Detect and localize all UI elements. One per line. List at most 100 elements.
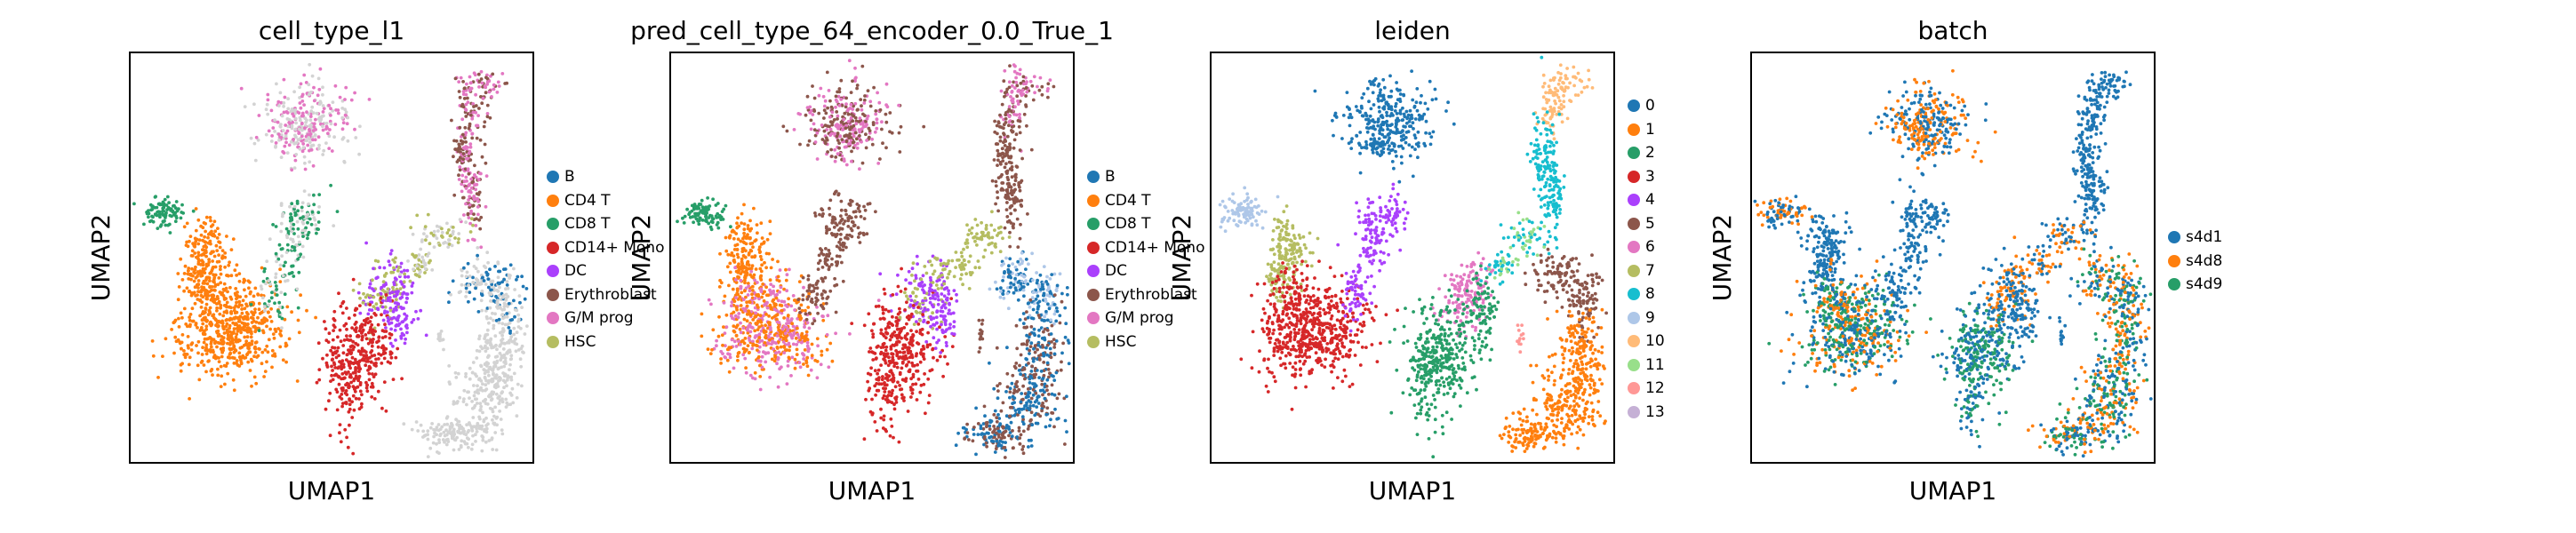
point-cd8-t bbox=[317, 193, 322, 197]
point-cd4-t bbox=[219, 303, 223, 307]
point-unlabeled bbox=[430, 268, 435, 272]
point-unlabeled bbox=[295, 140, 299, 145]
point-erythroblast bbox=[837, 146, 841, 150]
point-cd14-mono bbox=[343, 427, 348, 432]
point-erythroblast bbox=[848, 233, 852, 237]
point-cd4-t bbox=[750, 289, 755, 292]
point-g-m-prog bbox=[817, 93, 821, 98]
point-cd4-t bbox=[717, 285, 722, 289]
point-cd14-mono bbox=[367, 366, 372, 370]
point-cd14-mono bbox=[862, 323, 867, 328]
point-unlabeled bbox=[448, 382, 452, 386]
point-unlabeled bbox=[309, 90, 313, 94]
point-g-m-prog bbox=[778, 338, 782, 341]
point-erythroblast bbox=[854, 137, 859, 141]
point-g-m-prog bbox=[349, 98, 354, 102]
point-erythroblast bbox=[860, 104, 863, 108]
point-erythroblast bbox=[809, 118, 813, 123]
point-cd4-t bbox=[223, 382, 227, 386]
point-g-m-prog bbox=[803, 325, 806, 329]
point-cd4-t bbox=[745, 319, 749, 323]
point-cd14-mono bbox=[317, 378, 322, 382]
point-cd14-mono bbox=[906, 331, 909, 336]
point-g-m-prog bbox=[724, 344, 727, 347]
point-cd4-t bbox=[201, 322, 205, 326]
point-cd4-t bbox=[803, 338, 807, 343]
point-g-m-prog bbox=[821, 314, 825, 319]
point-g-m-prog bbox=[795, 343, 799, 346]
point-cd8-t bbox=[277, 300, 282, 305]
point-erythroblast bbox=[458, 168, 462, 172]
point-erythroblast bbox=[848, 203, 852, 207]
point-erythroblast bbox=[820, 251, 824, 255]
point-unlabeled bbox=[496, 275, 500, 280]
point-cd14-mono bbox=[364, 356, 368, 360]
point-unlabeled bbox=[414, 420, 419, 424]
point-unlabeled bbox=[500, 313, 505, 316]
point-unlabeled bbox=[311, 111, 316, 115]
point-unlabeled bbox=[266, 112, 270, 116]
point-cd4-t bbox=[238, 327, 243, 330]
point-b bbox=[523, 297, 527, 301]
point-unlabeled bbox=[298, 96, 301, 99]
point-b bbox=[505, 283, 509, 287]
point-cd4-t bbox=[213, 341, 217, 346]
point-unlabeled bbox=[307, 136, 311, 139]
point-cd14-mono bbox=[340, 377, 343, 381]
point-erythroblast bbox=[820, 214, 825, 219]
point-cd14-mono bbox=[364, 380, 368, 385]
point-unlabeled bbox=[501, 327, 505, 330]
point-cd4-t bbox=[220, 354, 224, 359]
point-erythroblast bbox=[854, 215, 858, 219]
point-cd4-t bbox=[216, 282, 220, 287]
point-cd4-t bbox=[285, 305, 290, 309]
point-unlabeled bbox=[502, 386, 506, 390]
point-erythroblast bbox=[820, 207, 824, 211]
point-dc bbox=[370, 300, 374, 305]
point-g-m-prog bbox=[303, 126, 307, 130]
point-hsc bbox=[383, 290, 388, 294]
point-cd4-t bbox=[290, 310, 293, 314]
point-cd4-t bbox=[235, 300, 238, 305]
point-cd14-mono bbox=[354, 374, 358, 378]
point-g-m-prog bbox=[478, 171, 482, 176]
point-unlabeled bbox=[432, 245, 436, 249]
point-unlabeled bbox=[490, 397, 494, 401]
point-cd4-t bbox=[243, 335, 247, 339]
x-axis-label: UMAP1 bbox=[828, 476, 916, 505]
point-cd14-mono bbox=[388, 336, 392, 340]
point-unlabeled bbox=[493, 312, 497, 316]
point-b bbox=[502, 267, 506, 271]
point-unlabeled bbox=[470, 370, 475, 375]
point-unlabeled bbox=[419, 270, 422, 274]
point-unlabeled bbox=[477, 334, 482, 338]
point-unlabeled bbox=[300, 209, 304, 213]
point-cd4-t bbox=[718, 278, 722, 282]
point-unlabeled bbox=[297, 240, 301, 244]
point-erythroblast bbox=[834, 189, 838, 194]
point-cd4-t bbox=[746, 224, 750, 227]
point-erythroblast bbox=[845, 133, 849, 138]
point-g-m-prog bbox=[846, 119, 851, 123]
point-hsc bbox=[428, 259, 432, 263]
plot-area bbox=[669, 52, 1075, 464]
point-b bbox=[516, 274, 520, 279]
point-cd4-t bbox=[212, 273, 215, 277]
point-cd4-t bbox=[265, 360, 268, 364]
point-g-m-prog bbox=[724, 325, 729, 329]
point-cd4-t bbox=[235, 332, 239, 337]
point-unlabeled bbox=[509, 378, 514, 382]
point-unlabeled bbox=[490, 407, 494, 411]
scatter-panel-1: cell_type_l1 UMAP2 UMAP1 B CD4 T CD8 T CD14+ M… bbox=[0, 0, 664, 533]
point-unlabeled bbox=[292, 204, 297, 209]
point-cd14-mono bbox=[869, 366, 873, 370]
point-cd4-t bbox=[750, 296, 755, 300]
point-dc bbox=[384, 326, 388, 330]
point-cd8-t bbox=[292, 222, 296, 227]
point-cd4-t bbox=[211, 266, 215, 271]
point-cd4-t bbox=[209, 339, 213, 344]
point-cd14-mono bbox=[949, 297, 954, 300]
point-g-m-prog bbox=[802, 357, 805, 361]
point-erythroblast bbox=[854, 119, 859, 123]
point-cd14-mono bbox=[899, 290, 903, 293]
